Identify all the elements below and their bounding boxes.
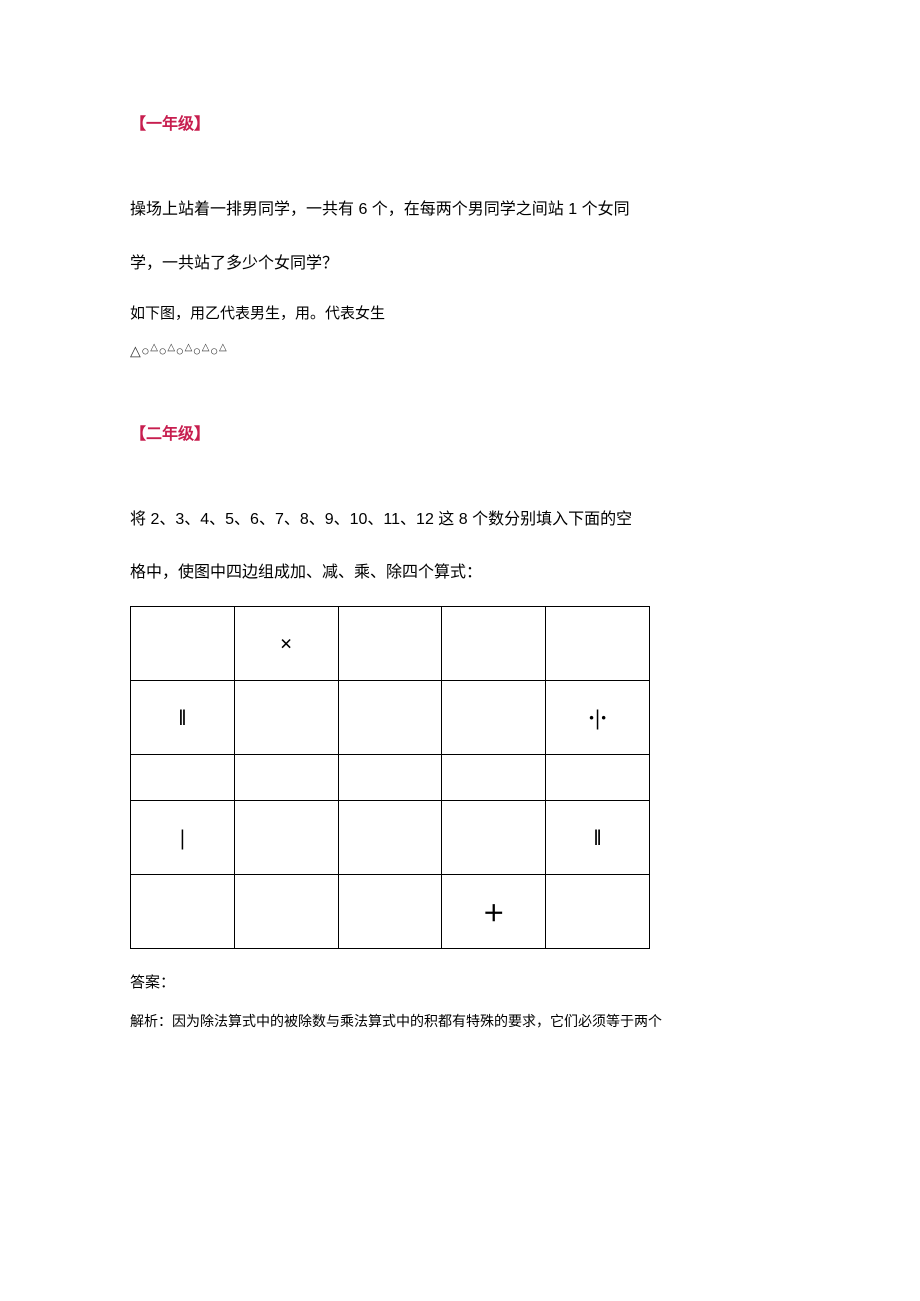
- cell-2-0: [131, 755, 235, 801]
- cell-2-1: [234, 755, 338, 801]
- cell-1-3: [442, 681, 546, 755]
- grid-row-2: [131, 755, 650, 801]
- grade1-header: 【一年级】: [130, 110, 790, 134]
- answer-label: 答案：: [130, 971, 790, 992]
- cell-2-4: [546, 755, 650, 801]
- grade1-problem-line2: 学，一共站了多少个女同学？: [130, 243, 790, 285]
- cell-4-1: [234, 875, 338, 949]
- cell-1-1: [234, 681, 338, 755]
- cell-0-0: [131, 607, 235, 681]
- cell-4-2: [338, 875, 442, 949]
- cell-1-0: ‖: [131, 681, 235, 755]
- cell-3-1: [234, 801, 338, 875]
- analysis-text: 解析：因为除法算式中的被除数与乘法算式中的积都有特殊的要求，它们必须等于两个: [130, 1010, 790, 1034]
- grade2-problem-line2: 格中，使图中四边组成加、减、乘、除四个算式：: [130, 552, 790, 594]
- cell-1-4: ·|·: [546, 681, 650, 755]
- cell-0-1: ×: [234, 607, 338, 681]
- sup-tri: △: [219, 342, 227, 353]
- cell-3-2: [338, 801, 442, 875]
- cell-2-3: [442, 755, 546, 801]
- grid-row-0: ×: [131, 607, 650, 681]
- symbol-circ: ○: [141, 343, 150, 359]
- symbol-circ: ○: [210, 343, 219, 359]
- cell-4-3: ＋: [442, 875, 546, 949]
- cell-1-2: [338, 681, 442, 755]
- cell-0-3: [442, 607, 546, 681]
- grade1-problem-line1: 操场上站着一排男同学，一共有 6 个，在每两个男同学之间站 1 个女同: [130, 189, 790, 231]
- cell-2-2: [338, 755, 442, 801]
- grid-row-3: | ‖: [131, 801, 650, 875]
- grade1-explain: 如下图，用乙代表男生，用。代表女生: [130, 296, 790, 332]
- cell-0-2: [338, 607, 442, 681]
- grade2-header: 【二年级】: [130, 420, 790, 444]
- grade2-problem-line1: 将 2、3、4、5、6、7、8、9、10、11、12 这 8 个数分别填入下面的…: [130, 499, 790, 541]
- cell-3-3: [442, 801, 546, 875]
- cell-3-0: |: [131, 801, 235, 875]
- symbol-circ: ○: [176, 343, 185, 359]
- grid-row-4: ＋: [131, 875, 650, 949]
- cell-4-4: [546, 875, 650, 949]
- grid-row-1: ‖ ·|·: [131, 681, 650, 755]
- cell-4-0: [131, 875, 235, 949]
- sup-tri: △: [202, 342, 210, 353]
- cell-0-4: [546, 607, 650, 681]
- symbol-circ: ○: [193, 343, 202, 359]
- sup-tri: △: [167, 342, 175, 353]
- grade1-symbols: △○△○△○△○△○△: [130, 342, 790, 360]
- arithmetic-grid: × ‖ ·|· | ‖: [130, 606, 650, 949]
- cell-3-4: ‖: [546, 801, 650, 875]
- sup-tri: △: [185, 342, 193, 353]
- symbol-tri: △: [130, 343, 141, 359]
